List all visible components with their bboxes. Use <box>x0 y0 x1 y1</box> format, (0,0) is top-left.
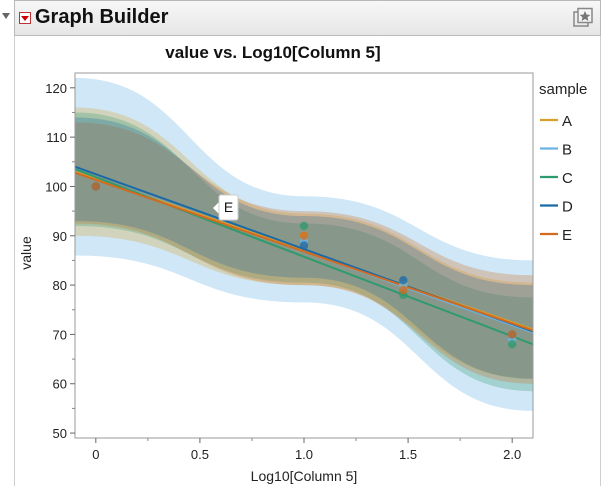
y-tick-label: 80 <box>53 278 67 293</box>
data-point-D-1[interactable] <box>299 241 309 250</box>
data-point-E-1[interactable] <box>299 231 309 240</box>
x-tick-label: 1.5 <box>399 447 417 462</box>
legend-label-A: A <box>562 113 572 130</box>
confidence-band-E <box>75 122 533 384</box>
report-title: Graph Builder <box>35 6 169 28</box>
legend-label-E: E <box>562 227 572 244</box>
chart-title: value vs. Log10[Column 5] <box>165 43 380 62</box>
x-axis-label: Log10[Column 5] <box>251 468 358 484</box>
report-title-bar: Graph Builder <box>14 0 601 36</box>
x-tick-label: 2.0 <box>503 447 521 462</box>
x-tick-label: 0 <box>92 447 99 462</box>
y-tick-label: 100 <box>45 179 67 194</box>
legend-title: sample <box>539 81 587 98</box>
y-axis-label: value <box>18 236 34 270</box>
data-point-D-2[interactable] <box>399 275 408 285</box>
y-tick-label: 90 <box>53 229 67 244</box>
legend-item-C[interactable]: C <box>540 170 573 187</box>
y-tick-label: 70 <box>53 327 67 342</box>
fit-line-E[interactable] <box>74 171 534 332</box>
y-tick-label: 60 <box>53 377 67 392</box>
y-tick-label: 110 <box>46 130 67 145</box>
legend-item-B[interactable]: B <box>540 142 572 159</box>
graph-panel <box>14 36 601 486</box>
star-frame-icon[interactable] <box>572 7 594 29</box>
data-point-E-2[interactable] <box>399 285 408 295</box>
legend-item-E[interactable]: E <box>540 227 572 244</box>
hover-pointer <box>213 202 219 214</box>
hover-label-tooltip: E <box>213 194 239 221</box>
y-tick-label: 120 <box>45 81 67 96</box>
legend-item-A[interactable]: A <box>540 113 572 130</box>
hover-box <box>218 194 239 221</box>
data-point-E-3[interactable] <box>507 330 517 339</box>
x-tick-label: 1.0 <box>295 447 313 462</box>
red-triangle-menu-icon[interactable] <box>19 12 31 24</box>
disclosure-triangle-icon[interactable] <box>2 13 10 19</box>
x-tick-label: 0.5 <box>191 447 209 462</box>
y-tick-label: 50 <box>53 426 67 441</box>
hover-text: E <box>224 199 233 215</box>
legend-label-C: C <box>562 170 573 187</box>
data-point-E-0[interactable] <box>91 182 101 191</box>
data-point-C-3[interactable] <box>507 340 517 349</box>
legend-label-D: D <box>562 199 573 216</box>
legend-label-B: B <box>562 142 572 159</box>
data-point-C-1[interactable] <box>299 221 309 231</box>
legend-item-D[interactable]: D <box>540 199 573 216</box>
